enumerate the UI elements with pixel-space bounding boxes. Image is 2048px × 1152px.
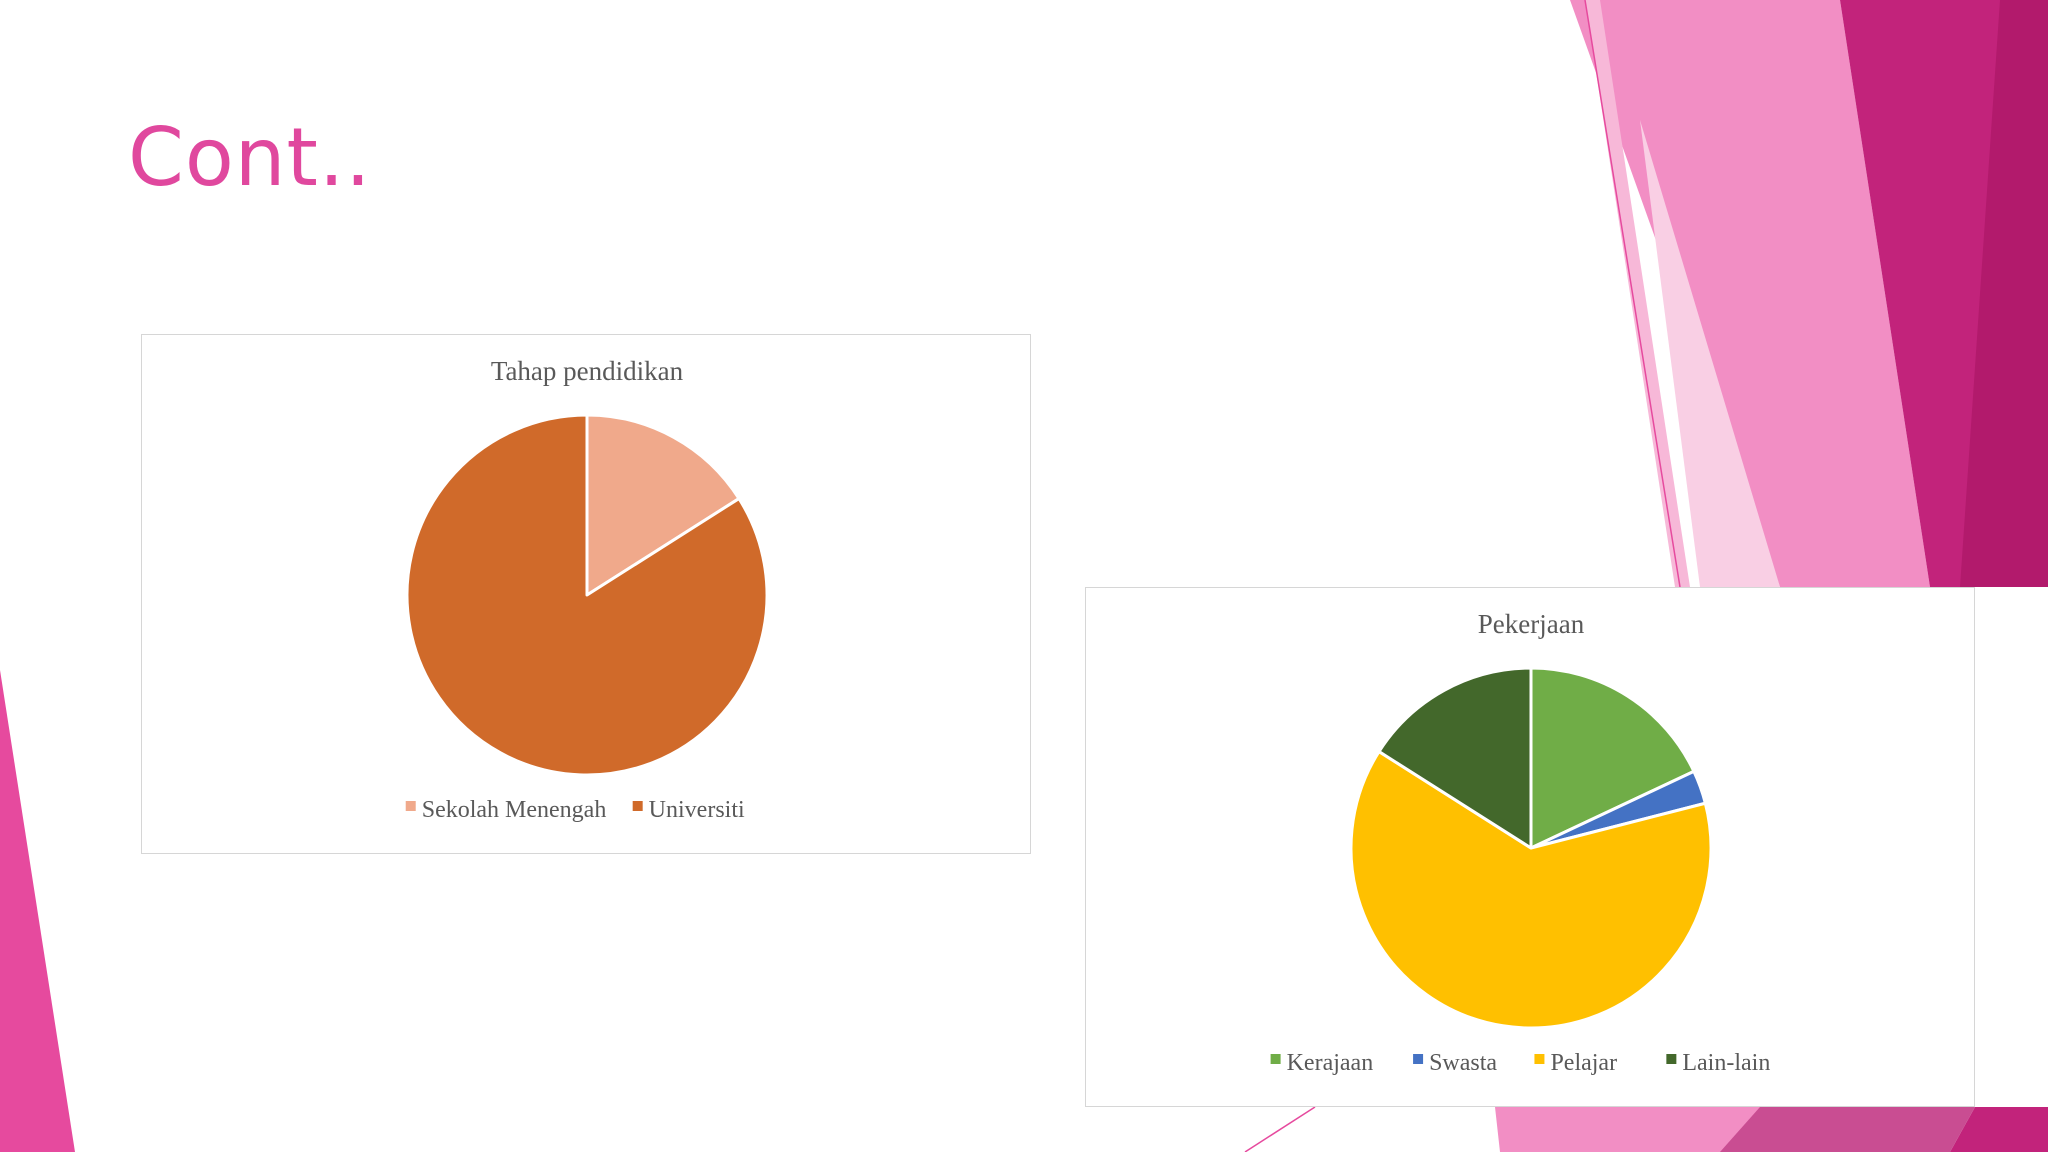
legend-swatch-sekolah-menengah <box>405 801 416 811</box>
legend-label-sekolah-menengah: Sekolah Menengah <box>422 797 607 823</box>
pie-chart-svg: Pekerjaan Kerajaan Swasta Pelajar Lain-lain <box>1270 609 1770 1076</box>
decor-thin-line <box>1584 0 1681 588</box>
pie-slice-universiti <box>405 413 769 777</box>
right-decor-stripes <box>1495 0 2048 1152</box>
legend-label-universiti: Universiti <box>649 797 745 823</box>
decor-thin-line-bottom <box>1244 1106 1316 1152</box>
legend-swatch-kerajaan <box>1270 1054 1281 1064</box>
legend-swatch-pelajar <box>1534 1054 1545 1064</box>
pie-slice-lain-lain <box>1377 666 1533 850</box>
legend-label-pelajar: Pelajar <box>1550 1050 1617 1076</box>
pie-chart-tahap-pendidikan: Tahap pendidikan Sekolah Menengah Universi… <box>141 334 1031 854</box>
left-decor-stripe <box>0 670 75 1152</box>
legend-swatch-swasta <box>1413 1054 1424 1064</box>
pie-chart-pekerjaan: Pekerjaan Kerajaan Swasta Pelajar Lain-lain <box>1085 587 1975 1107</box>
legend-label-swasta: Swasta <box>1429 1050 1497 1076</box>
pie-slice-kerajaan <box>1529 666 1696 850</box>
legend-swatch-universiti <box>632 801 643 811</box>
chart-title: Pekerjaan <box>1478 609 1585 639</box>
legend-swatch-lain-lain <box>1666 1054 1677 1064</box>
legend-label-kerajaan: Kerajaan <box>1287 1050 1374 1076</box>
pie-slice-pelajar <box>1349 750 1713 1030</box>
pie-slice-sekolah-menengah <box>585 413 741 597</box>
chart-title: Tahap pendidikan <box>491 356 684 386</box>
legend-label-lain-lain: Lain-lain <box>1682 1050 1770 1076</box>
slide-title: Cont.. <box>128 111 372 204</box>
pie-chart-svg: Tahap pendidikan Sekolah Menengah Universi… <box>405 356 769 823</box>
